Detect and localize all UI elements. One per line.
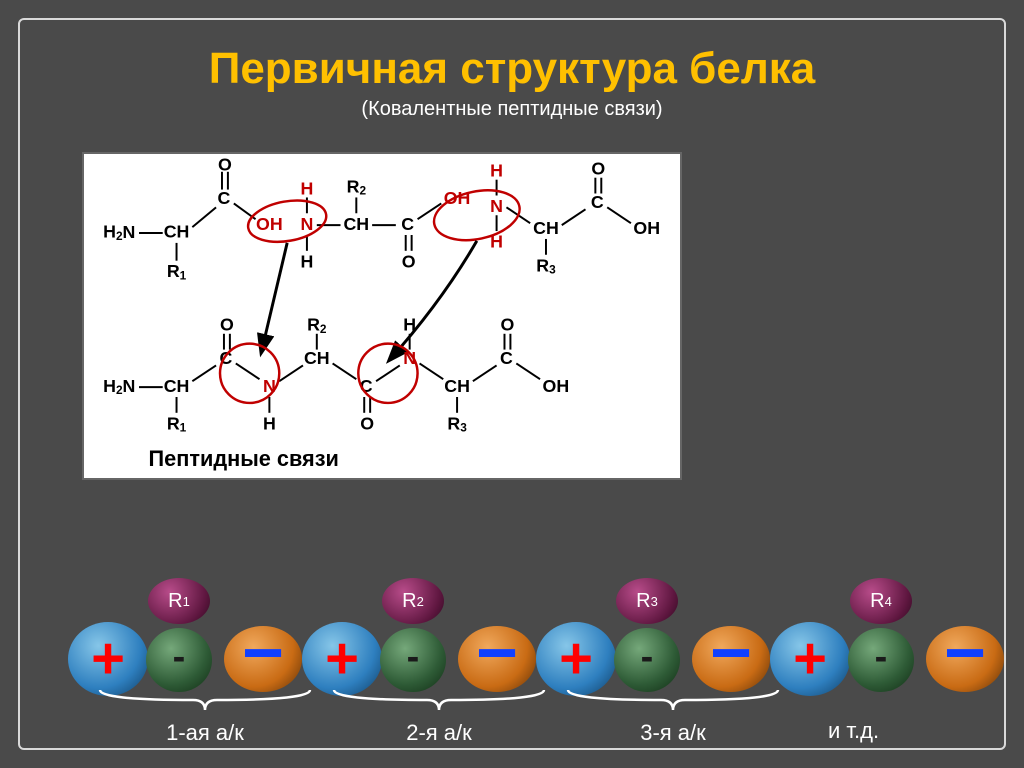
svg-text:N: N <box>490 196 503 216</box>
r-badge: R3 <box>616 578 678 624</box>
chain-bead: − <box>692 626 770 692</box>
svg-text:O: O <box>501 315 515 335</box>
chain-bead: + <box>68 622 148 696</box>
chain-bead: - <box>380 628 446 692</box>
svg-text:C: C <box>500 348 513 368</box>
chem-caption: Пептидные связи <box>149 446 339 471</box>
svg-text:O: O <box>218 155 232 175</box>
slide-subtitle: (Ковалентные пептидные связи) <box>20 98 1004 121</box>
slide-frame: Первичная структура белка (Ковалентные п… <box>18 18 1006 750</box>
chemistry-svg: H2N CH R1 C O OH H N H CH R2 C O <box>84 154 680 478</box>
svg-text:R1: R1 <box>167 413 187 434</box>
svg-text:O: O <box>220 315 234 335</box>
svg-text:H: H <box>403 315 416 335</box>
brace-label: 1-ая а/к <box>96 720 314 746</box>
chain-bead: − <box>224 626 302 692</box>
brace-group: 3-я а/к <box>564 688 782 746</box>
svg-text:O: O <box>360 413 374 433</box>
svg-text:OH: OH <box>256 214 283 234</box>
svg-text:OH: OH <box>543 376 570 396</box>
brace-group: 2-я а/к <box>330 688 548 746</box>
svg-text:H2N: H2N <box>103 222 135 243</box>
svg-text:O: O <box>402 251 416 271</box>
svg-text:H: H <box>263 413 276 433</box>
svg-text:H2N: H2N <box>103 376 135 397</box>
svg-text:H: H <box>301 178 314 198</box>
brace-label: 2-я а/к <box>330 720 548 746</box>
r-badge: R4 <box>850 578 912 624</box>
svg-text:R2: R2 <box>307 315 327 336</box>
brace-label: 3-я а/к <box>564 720 782 746</box>
chain-bead: − <box>458 626 536 692</box>
svg-text:CH: CH <box>343 214 369 234</box>
svg-text:C: C <box>401 214 414 234</box>
svg-text:OH: OH <box>633 218 660 238</box>
svg-text:H: H <box>301 251 314 271</box>
svg-text:CH: CH <box>304 348 330 368</box>
r-badge: R1 <box>148 578 210 624</box>
chemistry-diagram: H2N CH R1 C O OH H N H CH R2 C O <box>82 152 682 480</box>
svg-text:O: O <box>591 159 605 179</box>
chain-bead: + <box>536 622 616 696</box>
svg-text:R3: R3 <box>447 413 467 434</box>
svg-text:CH: CH <box>533 218 559 238</box>
slide-title: Первичная структура белка <box>20 44 1004 94</box>
svg-text:N: N <box>301 214 314 234</box>
etc-label: и т.д. <box>828 718 879 744</box>
svg-text:R3: R3 <box>536 255 556 276</box>
brace-group: 1-ая а/к <box>96 688 314 746</box>
svg-text:OH: OH <box>444 188 471 208</box>
svg-text:N: N <box>263 376 276 396</box>
r-badge: R2 <box>382 578 444 624</box>
svg-text:C: C <box>218 188 231 208</box>
svg-text:CH: CH <box>164 376 190 396</box>
chain-bead: − <box>926 626 1004 692</box>
chain-bead: - <box>848 628 914 692</box>
svg-text:CH: CH <box>164 222 190 242</box>
brace-row: 1-ая а/к 2-я а/к 3-я а/к и т.д. <box>68 688 996 768</box>
svg-text:R2: R2 <box>347 176 367 197</box>
svg-text:R1: R1 <box>167 261 187 282</box>
svg-text:H: H <box>490 160 503 180</box>
chain-bead: + <box>770 622 850 696</box>
chain-bead: - <box>146 628 212 692</box>
svg-text:CH: CH <box>444 376 470 396</box>
svg-text:C: C <box>591 192 604 212</box>
chain-bead: + <box>302 622 382 696</box>
chain-bead: - <box>614 628 680 692</box>
